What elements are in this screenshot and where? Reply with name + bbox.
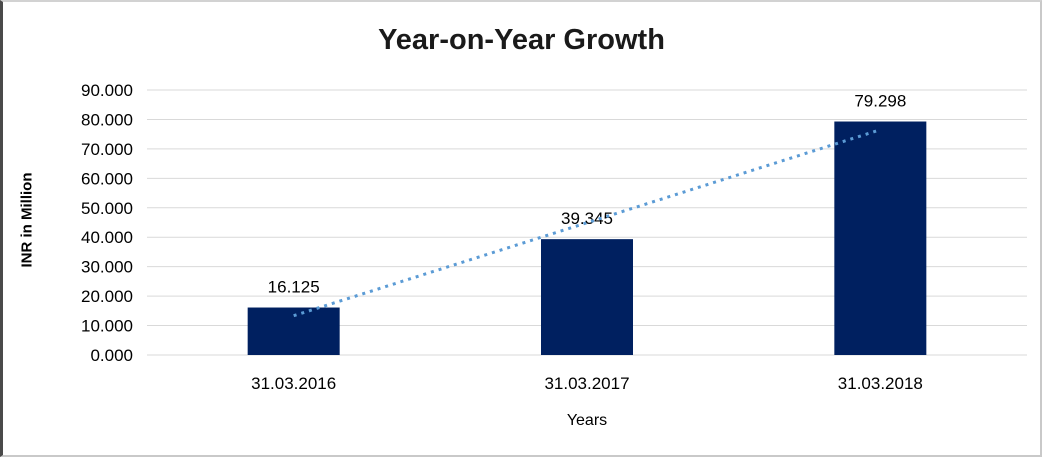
y-tick-label: 30.000	[81, 258, 133, 277]
x-tick-label: 31.03.2017	[544, 374, 629, 393]
x-tick-label: 31.03.2016	[251, 374, 336, 393]
y-tick-label: 50.000	[81, 199, 133, 218]
y-tick-label: 90.000	[81, 81, 133, 100]
bar-value-label: 39.345	[561, 209, 613, 228]
chart-title: Year-on-Year Growth	[378, 24, 665, 56]
y-tick-label: 20.000	[81, 287, 133, 306]
y-tick-label: 40.000	[81, 228, 133, 247]
plot-area: 0.000 10.000 20.000 30.000 40.000 50.000 60.00…	[81, 81, 1027, 393]
x-axis-title: Years	[566, 412, 608, 429]
x-tick-label: 31.03.2018	[838, 374, 923, 393]
bar-value-label: 79.298	[854, 92, 906, 111]
y-tick-label: 0.000	[90, 346, 133, 365]
y-tick-label: 80.000	[81, 110, 133, 129]
y-tick-label: 60.000	[81, 169, 133, 188]
trendline	[293, 128, 881, 318]
bar	[834, 121, 927, 355]
y-tick-label: 10.000	[81, 317, 133, 336]
bar	[541, 239, 633, 355]
y-tick-label: 70.000	[81, 140, 133, 159]
bar-value-label: 16.125	[268, 278, 320, 297]
